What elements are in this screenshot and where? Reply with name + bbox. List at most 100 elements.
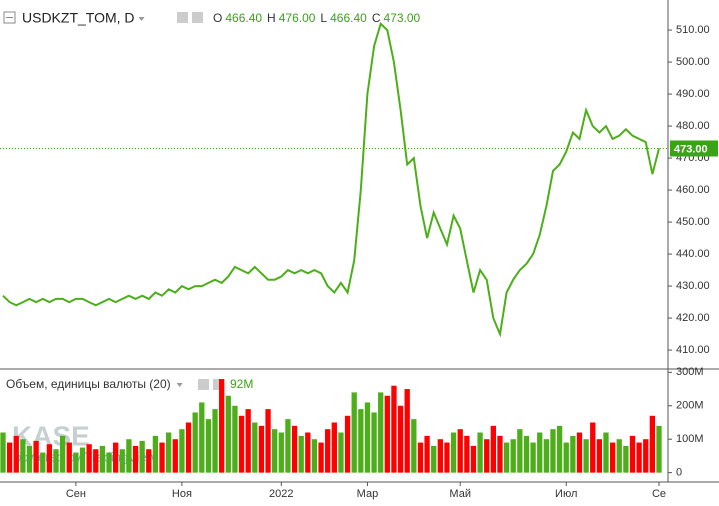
volume-bar [649,415,656,473]
volume-bar [643,439,649,473]
volume-bar [139,440,145,473]
volume-bar [318,442,324,473]
volume-bar [397,405,404,473]
dropdown-arrow [176,383,183,387]
volume-bar [470,445,477,473]
ohlc-label: O [213,11,222,25]
volume-bar [609,442,616,473]
x-tick-label: Мар [357,488,379,500]
volume-bar [431,445,437,473]
y2-tick-label: 300M [676,366,704,378]
last-price-label: 473.00 [674,143,708,155]
x-tick-label: Се [652,488,666,500]
volume-bar [523,435,530,473]
x-tick-label: Сен [66,488,86,500]
y-tick-label: 410.00 [676,344,710,356]
volume-bar [79,447,86,473]
volume-bar [490,425,496,473]
y-tick-label: 450.00 [676,216,710,228]
volume-bar [185,422,192,473]
volume-bar [503,442,510,473]
volume-bar [583,439,589,473]
y-tick-label: 440.00 [676,248,710,260]
volume-bar [179,429,185,473]
volume-bar [530,442,536,473]
volume-bar [603,432,609,473]
volume-title: Объем, единицы валюты (20) [6,377,171,391]
volume-bar [13,435,19,473]
volume-bar [484,439,490,473]
volume-bar [636,442,642,473]
volume-bar [112,442,119,473]
volume-bar [119,449,125,473]
volume-bar [99,445,106,473]
volume-bar [205,419,212,473]
volume-bar [384,395,390,473]
collapse-icon[interactable] [3,11,16,24]
volume-bar [59,435,66,473]
x-tick-label: Май [449,488,471,500]
volume-bar [464,435,470,473]
ohlc-value: 466.40 [330,11,367,25]
volume-bar [556,425,563,473]
volume-bar [238,415,245,473]
volume-bar [53,449,59,473]
y2-tick-label: 200M [676,400,704,412]
volume-bar [629,435,636,473]
volume-bar [364,402,371,473]
volume-bar [424,435,430,473]
ohlc-value: 476.00 [279,11,316,25]
volume-bar [166,432,172,473]
settings-icon[interactable] [213,379,224,390]
volume-bar [278,432,284,473]
volume-bar [0,432,6,473]
volume-bar [152,435,159,473]
settings-icon[interactable] [192,12,203,23]
y-tick-label: 430.00 [676,280,710,292]
price-line [2,21,660,338]
volume-bar [570,435,576,473]
y-tick-label: 460.00 [676,184,710,196]
volume-bar [192,412,198,473]
volume-bar [172,439,178,473]
ohlc-label: H [267,11,276,25]
volume-bar [510,439,516,473]
ohlc-value: 473.00 [383,11,420,25]
volume-bar [550,429,556,473]
volume-bar [298,435,304,473]
volume-bar [232,405,238,473]
volume-bar [258,425,265,473]
volume-bar [265,409,271,473]
volume-bar [285,419,291,473]
y-tick-label: 490.00 [676,88,710,100]
dropdown-arrow [138,17,145,21]
volume-bar [146,449,152,473]
volume-bar [86,444,92,473]
volume-bar [450,432,457,473]
settings-icon[interactable] [177,12,188,23]
volume-bar [252,422,258,473]
volume-bar [212,409,218,473]
volume-bar [159,442,165,473]
volume-bar [26,445,33,473]
volume-bar [344,415,351,473]
volume-bar [331,422,337,473]
volume-bar [517,429,523,473]
volume-bar [404,389,410,473]
y-tick-label: 510.00 [676,24,710,36]
volume-bar [623,445,629,473]
volume-bar [106,452,112,473]
ohlc-label: L [320,11,327,25]
volume-bar [73,452,79,473]
volume-bar [46,444,53,473]
volume-bar [199,402,205,473]
volume-bar [563,442,569,473]
volume-bar [358,409,364,473]
volume-bar [33,440,39,473]
volume-bar [378,392,384,473]
volume-bar [219,379,225,473]
volume-bar [590,422,596,473]
settings-icon[interactable] [198,379,209,390]
volume-bar [351,392,357,473]
